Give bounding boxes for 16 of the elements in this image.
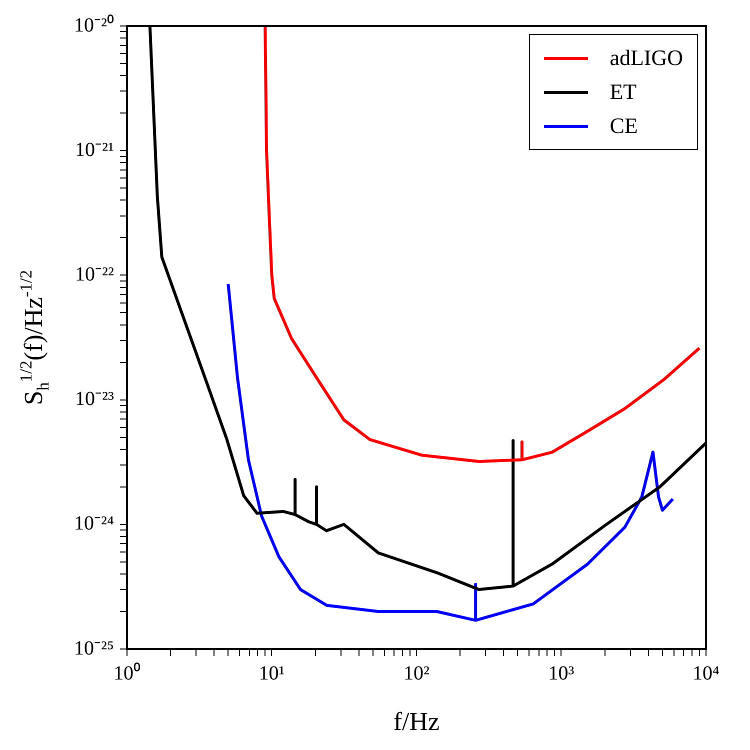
y-tick-label: 10⁻²¹ (74, 138, 114, 161)
x-tick-label: 10¹ (258, 662, 285, 684)
y-tick-label: 10⁻²⁵ (74, 637, 114, 660)
y-tick-label: 10⁻²⁴ (74, 512, 114, 535)
y-tick-label: 10⁻²⁰ (74, 13, 114, 36)
x-axis-title: f/Hz (393, 707, 440, 736)
legend-label: ET (610, 79, 637, 105)
x-tick-label: 10⁴ (692, 662, 720, 684)
x-tick-label: 10⁰ (113, 661, 140, 684)
y-axis-title: Sh1/2(f)/Hz-1/2 (16, 270, 52, 406)
legend-label: adLIGO (610, 45, 683, 71)
x-tick-label: 10² (404, 662, 430, 684)
y-tick-label: 10⁻²² (74, 263, 114, 286)
x-tick-label: 10³ (548, 662, 574, 684)
legend-label: CE (610, 113, 638, 139)
y-tick-label: 10⁻²³ (74, 388, 114, 410)
